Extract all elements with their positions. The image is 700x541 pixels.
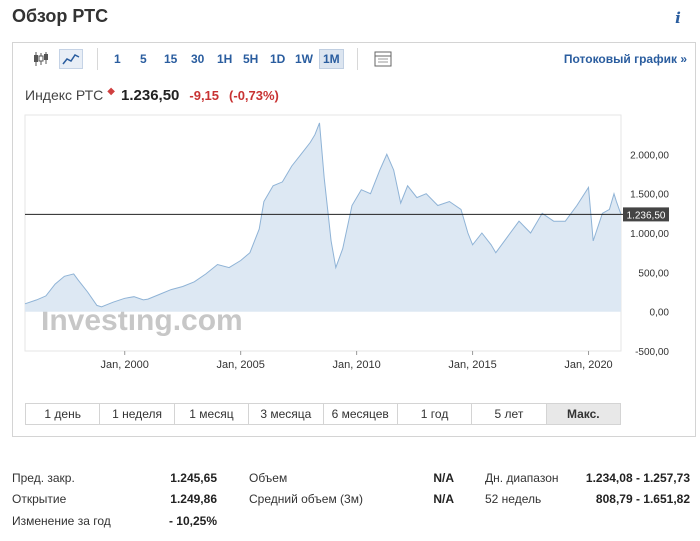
series-line [24, 122, 622, 308]
timeframe-1m[interactable]: 1M [319, 49, 344, 69]
range-5-years[interactable]: 5 лет [472, 404, 547, 424]
chart-panel: 1 5 15 30 1H 5H 1D 1W 1M Потоковый графи… [12, 42, 696, 437]
stat-label: Дн. диапазон [485, 471, 559, 485]
stat-open: Открытие 1.249,86 [12, 490, 217, 508]
index-change-pct: (-0,73%) [229, 88, 279, 103]
price-chart[interactable]: Investing.com1.236,502.000,001.500,001.0… [13, 111, 695, 401]
quote-line: Индекс РТС ◆ 1.236,50 -9,15 (-0,73%) [25, 86, 279, 104]
line-chart-icon[interactable] [59, 49, 83, 69]
timeframe-30[interactable]: 30 [191, 52, 205, 66]
timeframe-1h[interactable]: 1H [217, 52, 233, 66]
timeframe-1w[interactable]: 1W [295, 52, 313, 66]
candlestick-icon[interactable] [29, 49, 53, 69]
stat-label: Средний объем (3м) [249, 492, 363, 506]
x-tick-label: Jan, 2005 [217, 359, 265, 371]
table-view-icon[interactable] [371, 49, 395, 69]
timeframe-1[interactable]: 1 [114, 52, 121, 66]
live-marker-icon: ◆ [107, 86, 115, 97]
stat-volume: Объем N/A [249, 469, 454, 487]
range-1-week[interactable]: 1 неделя [100, 404, 175, 424]
info-icon[interactable]: i [675, 9, 681, 27]
stat-value: 1.249,86 [170, 492, 217, 506]
range-3-months[interactable]: 3 месяца [249, 404, 324, 424]
stat-value: 808,79 - 1.651,82 [595, 492, 690, 506]
stat-label: Пред. закр. [12, 471, 75, 485]
stat-value: N/A [433, 492, 454, 506]
y-tick-label: 1.500,00 [630, 190, 669, 201]
index-price: 1.236,50 [121, 87, 180, 104]
y-tick-label: 1.000,00 [630, 229, 669, 240]
stat-value: 1.245,65 [170, 471, 217, 485]
current-price-label: 1.236,50 [627, 210, 666, 221]
y-tick-label: -500,00 [635, 347, 669, 358]
current-price-label-bg [623, 207, 669, 222]
toolbar-separator [97, 48, 98, 70]
timeframe-1d[interactable]: 1D [270, 52, 286, 66]
timeframe-5[interactable]: 5 [140, 52, 147, 66]
stat-value: N/A [433, 471, 454, 485]
stat-value: - 10,25% [168, 514, 217, 528]
stream-chart-link[interactable]: Потоковый график » [563, 52, 687, 66]
index-name: Индекс РТС [25, 87, 104, 103]
index-change: -9,15 [189, 88, 220, 103]
range-1-year[interactable]: 1 год [397, 404, 473, 424]
range-1-day[interactable]: 1 день [26, 404, 101, 424]
stat-label: 52 недель [485, 492, 542, 506]
stat-prev-close: Пред. закр. 1.245,65 [12, 469, 217, 487]
y-tick-label: 2.000,00 [630, 150, 669, 161]
x-tick-label: Jan, 2015 [448, 359, 496, 371]
x-tick-label: Jan, 2020 [564, 359, 612, 371]
y-tick-label: 0,00 [650, 308, 670, 319]
stat-avg-volume: Средний объем (3м) N/A [249, 490, 454, 508]
range-1-month[interactable]: 1 месяц [174, 404, 250, 424]
chart-toolbar: 1 5 15 30 1H 5H 1D 1W 1M Потоковый графи… [13, 43, 695, 75]
x-tick-label: Jan, 2000 [101, 359, 149, 371]
stat-label: Объем [249, 471, 288, 485]
range-6-months[interactable]: 6 месяцев [323, 404, 398, 424]
stat-label: Открытие [12, 492, 67, 506]
range-max[interactable]: Макс. [546, 404, 620, 424]
stat-day-range: Дн. диапазон 1.234,08 - 1.257,73 [485, 469, 690, 487]
series-area [25, 122, 621, 312]
stat-52-weeks: 52 недель 808,79 - 1.651,82 [485, 490, 690, 508]
y-tick-label: 500,00 [638, 268, 669, 279]
stat-year-change: Изменение за год - 10,25% [12, 512, 217, 530]
range-selector: 1 день 1 неделя 1 месяц 3 месяца 6 месяц… [25, 403, 621, 425]
x-tick-label: Jan, 2010 [332, 359, 380, 371]
page-title: Обзор РТС [12, 6, 109, 26]
toolbar-separator [357, 48, 358, 70]
timeframe-15[interactable]: 15 [164, 52, 178, 66]
stat-label: Изменение за год [12, 514, 111, 528]
timeframe-5h[interactable]: 5H [243, 52, 259, 66]
stat-value: 1.234,08 - 1.257,73 [585, 471, 690, 485]
